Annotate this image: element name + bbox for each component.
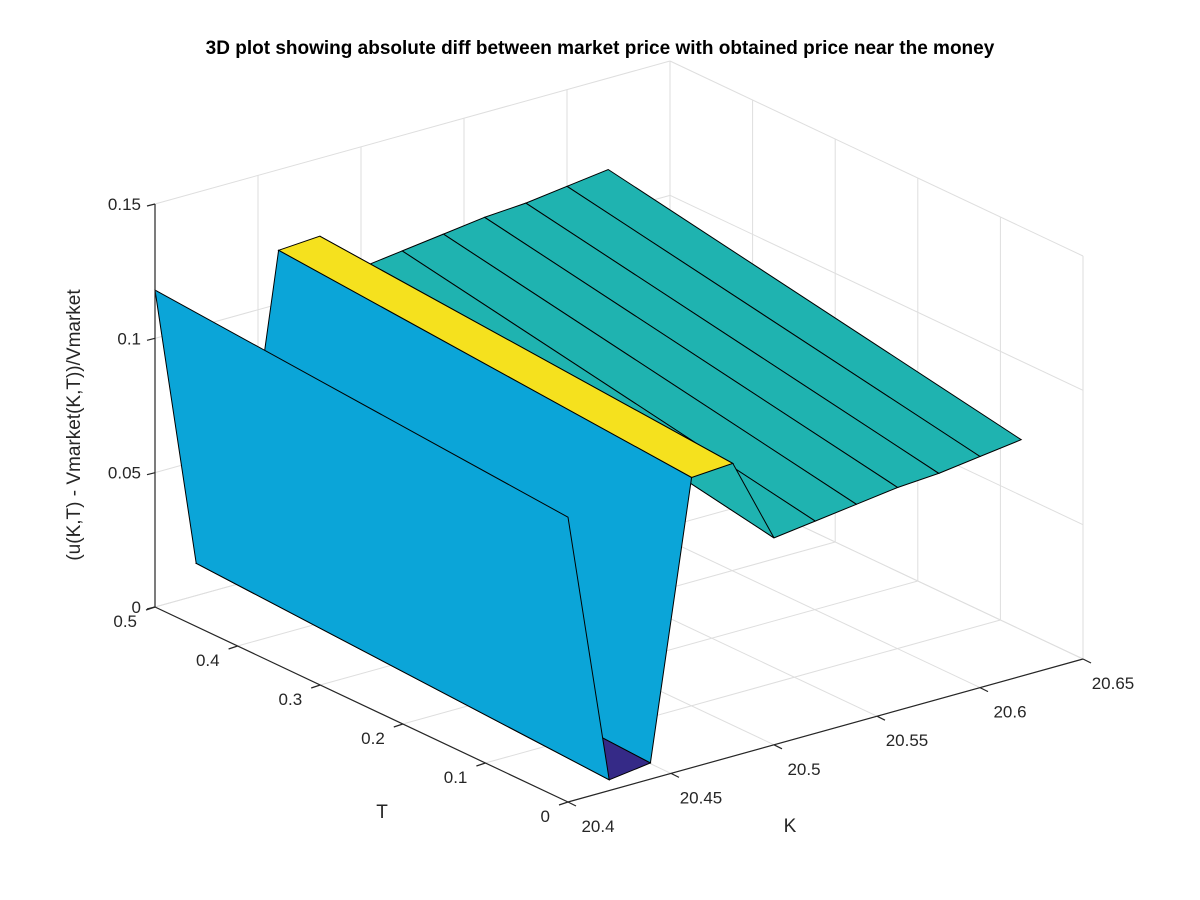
y-tick-label: 0.2 — [361, 729, 385, 748]
chart-title: 3D plot showing absolute diff between ma… — [205, 38, 995, 59]
x-tick-label: 20.65 — [1092, 674, 1135, 693]
y-tick-label: 0.4 — [196, 651, 220, 670]
x-axis-line — [567, 658, 1084, 803]
y-tick-mark — [476, 762, 486, 767]
z-tick-mark — [146, 203, 156, 207]
x-tick-label: 20.55 — [886, 731, 929, 750]
y-tick-mark — [558, 801, 569, 806]
y-axis-label: T — [376, 802, 388, 823]
x-tick-mark — [773, 744, 783, 750]
z-tick-mark — [146, 606, 156, 610]
y-tick-mark — [393, 723, 403, 728]
x-tick-label: 20.4 — [581, 817, 614, 836]
surface-face — [154, 289, 610, 781]
y-tick-label: 0.1 — [444, 768, 468, 787]
x-tick-mark — [979, 687, 989, 693]
y-tick-label: 0.5 — [113, 612, 137, 631]
x-tick-mark — [670, 772, 680, 778]
y-tick-mark — [228, 645, 238, 650]
x-tick-label: 20.6 — [993, 703, 1026, 722]
x-tick-label: 20.45 — [680, 788, 723, 807]
x-tick-mark — [567, 801, 577, 807]
z-axis-label: (u(K,T) - Vmarket(K,T))/Vmarket — [64, 289, 85, 561]
z-tick-mark — [146, 472, 156, 476]
grid-line — [669, 60, 1084, 257]
tick-labels: 20.4 20.45 20.5 20.55 20.6 20.65 0 0.1 0.2 0.3 0.4… — [108, 195, 1134, 836]
y-tick-label: 0 — [541, 807, 550, 826]
z-tick-label: 0.15 — [108, 195, 141, 214]
z-tick-label: 0.05 — [108, 464, 141, 483]
x-tick-mark — [876, 715, 886, 721]
y-axis-line — [154, 606, 569, 803]
grid-line — [154, 60, 671, 205]
x-axis-label: K — [784, 816, 797, 837]
z-tick-label: 0 — [132, 598, 141, 617]
axes — [145, 203, 1092, 807]
z-tick-mark — [146, 337, 156, 341]
z-tick-label: 0.1 — [117, 329, 141, 348]
y-tick-label: 0.3 — [279, 690, 303, 709]
y-tick-mark — [311, 684, 321, 689]
x-tick-label: 20.5 — [787, 760, 820, 779]
x-tick-mark — [1082, 658, 1092, 664]
grid-line — [669, 194, 1084, 391]
surface-plot — [154, 168, 1023, 781]
